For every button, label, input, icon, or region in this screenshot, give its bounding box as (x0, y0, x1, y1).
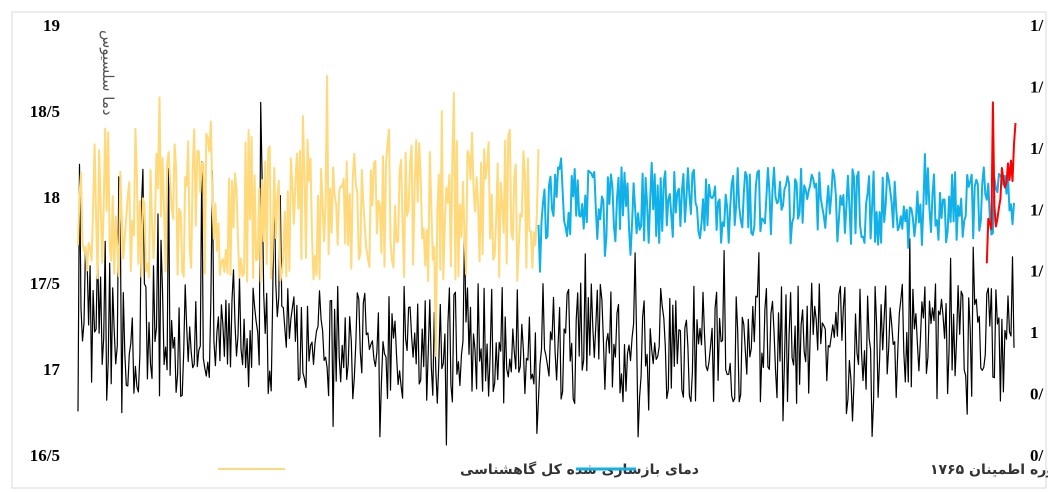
left-tick-label: 17/5 (30, 274, 60, 293)
right-axis-ticks: 1/1/1/1/1/1 0/0/ (1030, 16, 1044, 465)
right-tick-label: 1/ (1030, 77, 1044, 96)
right-tick-label: 1/ (1030, 139, 1044, 158)
left-tick-label: 17 (43, 360, 61, 379)
right-tick-label: 1 (1030, 323, 1039, 342)
left-tick-label: 18 (43, 188, 60, 207)
left-axis-ticks: 19 18/5 18 17/5 17 16/5 (30, 16, 61, 465)
right-tick-label: 1/ (1030, 200, 1044, 219)
series-line-black (77, 101, 1015, 446)
right-tick-label: 0/ (1030, 385, 1044, 404)
series-line-yellow (77, 75, 540, 357)
plot-frame (11, 11, 1047, 489)
legend: دمای بازسازی شده کل گاهشناسی دمای بازساز… (218, 461, 1048, 478)
y-axis-label: دما سلسیوس (99, 30, 117, 116)
right-tick-label: 0/ (1030, 446, 1044, 465)
left-tick-label: 18/5 (30, 102, 60, 121)
right-tick-label: 1/ (1030, 16, 1044, 35)
series-line-red (985, 101, 1017, 264)
legend-label-blue: دمای بازسازی شده دوره اطمینان ۱۷۶۵ (930, 462, 1048, 478)
left-tick-label: 16/5 (30, 446, 60, 465)
series-line-blue (537, 153, 1015, 273)
series-layer (77, 75, 1017, 446)
left-tick-label: 19 (43, 16, 60, 35)
right-tick-label: 1/ (1030, 262, 1044, 281)
